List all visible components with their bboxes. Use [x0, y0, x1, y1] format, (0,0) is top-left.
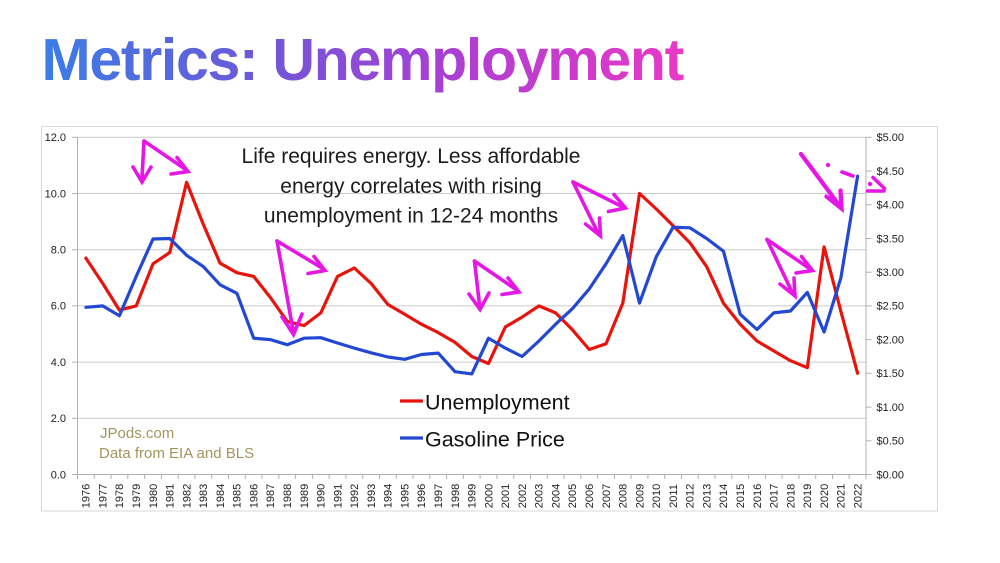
svg-text:2003: 2003: [534, 484, 546, 508]
svg-text:12.0: 12.0: [45, 132, 66, 144]
svg-text:1989: 1989: [299, 484, 311, 508]
svg-text:2007: 2007: [601, 484, 613, 508]
svg-text:1979: 1979: [131, 484, 143, 508]
svg-text:1977: 1977: [97, 484, 109, 508]
svg-text:2005: 2005: [567, 484, 579, 508]
svg-text:1994: 1994: [383, 484, 395, 508]
svg-text:1976: 1976: [81, 484, 93, 508]
svg-text:$4.50: $4.50: [877, 166, 905, 178]
svg-text:2001: 2001: [500, 484, 512, 508]
svg-text:2018: 2018: [785, 484, 797, 508]
svg-text:1980: 1980: [148, 484, 160, 508]
svg-text:$2.50: $2.50: [877, 301, 905, 313]
svg-text:1982: 1982: [181, 484, 193, 508]
svg-text:1983: 1983: [198, 484, 210, 508]
svg-text:unemployment in 12-24 months: unemployment in 12-24 months: [264, 205, 558, 228]
svg-text:$2.00: $2.00: [877, 334, 905, 346]
svg-text:Unemployment: Unemployment: [425, 391, 570, 415]
svg-text:2010: 2010: [651, 484, 663, 508]
svg-text:1998: 1998: [450, 484, 462, 508]
svg-text:1987: 1987: [265, 484, 277, 508]
svg-text:1990: 1990: [316, 484, 328, 508]
svg-text:1995: 1995: [400, 484, 412, 508]
svg-text:2000: 2000: [483, 484, 495, 508]
svg-text:$3.50: $3.50: [877, 233, 905, 245]
svg-text:0.0: 0.0: [51, 469, 66, 481]
svg-text:$1.50: $1.50: [877, 368, 905, 380]
svg-text:Life requires energy. Less aff: Life requires energy. Less affordable: [242, 145, 581, 168]
svg-text:2011: 2011: [668, 484, 680, 508]
svg-text:2006: 2006: [584, 484, 596, 508]
svg-text:1981: 1981: [165, 484, 177, 508]
svg-text:2004: 2004: [550, 484, 562, 508]
svg-text:1986: 1986: [248, 484, 260, 508]
svg-text:1988: 1988: [282, 484, 294, 508]
svg-text:Metrics: Unemployment: Metrics: Unemployment: [42, 27, 684, 93]
svg-text:2019: 2019: [802, 484, 814, 508]
svg-text:JPods.com: JPods.com: [100, 425, 174, 442]
svg-text:1984: 1984: [215, 484, 227, 508]
svg-text:Data from EIA and BLS: Data from EIA and BLS: [99, 445, 254, 462]
svg-text:$0.00: $0.00: [877, 469, 905, 481]
svg-text:2008: 2008: [618, 484, 630, 508]
svg-text:10.0: 10.0: [45, 188, 66, 200]
svg-text:2021: 2021: [836, 484, 848, 508]
svg-text:2015: 2015: [735, 484, 747, 508]
svg-text:2.0: 2.0: [51, 413, 66, 425]
svg-text:1997: 1997: [433, 484, 445, 508]
svg-text:6.0: 6.0: [51, 301, 66, 313]
svg-text:2017: 2017: [769, 484, 781, 508]
svg-text:1996: 1996: [416, 484, 428, 508]
svg-text:8.0: 8.0: [51, 245, 66, 257]
svg-text:2016: 2016: [752, 484, 764, 508]
svg-text:$3.00: $3.00: [877, 267, 905, 279]
svg-text:1985: 1985: [232, 484, 244, 508]
svg-text:$0.50: $0.50: [877, 436, 905, 448]
svg-text:energy correlates with rising: energy correlates with rising: [280, 175, 541, 198]
svg-text:2012: 2012: [685, 484, 697, 508]
svg-text:4.0: 4.0: [51, 357, 66, 369]
svg-text:2009: 2009: [634, 484, 646, 508]
svg-text:1999: 1999: [467, 484, 479, 508]
svg-text:2002: 2002: [517, 484, 529, 508]
svg-text:1991: 1991: [332, 484, 344, 508]
svg-text:1992: 1992: [349, 484, 361, 508]
svg-text:2022: 2022: [852, 484, 864, 508]
svg-text:$4.00: $4.00: [877, 200, 905, 212]
svg-text:2013: 2013: [701, 484, 713, 508]
svg-text:$1.00: $1.00: [877, 402, 905, 414]
svg-text:$5.00: $5.00: [877, 132, 905, 144]
svg-text:1993: 1993: [366, 484, 378, 508]
svg-text:Gasoline Price: Gasoline Price: [425, 428, 565, 452]
svg-text:2020: 2020: [819, 484, 831, 508]
svg-text:1978: 1978: [114, 484, 126, 508]
svg-text:2014: 2014: [718, 484, 730, 508]
